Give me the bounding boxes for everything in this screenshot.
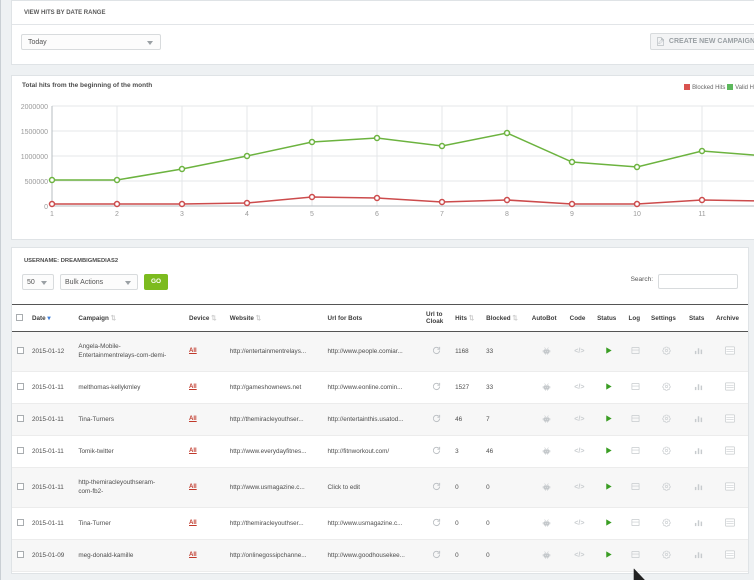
svg-text:7: 7 xyxy=(440,211,444,218)
svg-text:0: 0 xyxy=(44,204,48,211)
svg-text:1000000: 1000000 xyxy=(21,154,48,161)
svg-text:2000000: 2000000 xyxy=(21,104,48,111)
svg-text:6: 6 xyxy=(375,211,379,218)
svg-text:500000: 500000 xyxy=(25,179,48,186)
svg-text:3: 3 xyxy=(180,211,184,218)
svg-text:9: 9 xyxy=(570,211,574,218)
svg-text:11: 11 xyxy=(698,211,705,218)
svg-text:8: 8 xyxy=(505,211,509,218)
svg-text:10: 10 xyxy=(633,211,641,218)
svg-text:5: 5 xyxy=(310,211,314,218)
svg-text:4: 4 xyxy=(245,211,249,218)
svg-text:2: 2 xyxy=(115,211,119,218)
svg-text:1: 1 xyxy=(50,211,54,218)
svg-text:1500000: 1500000 xyxy=(21,129,48,136)
